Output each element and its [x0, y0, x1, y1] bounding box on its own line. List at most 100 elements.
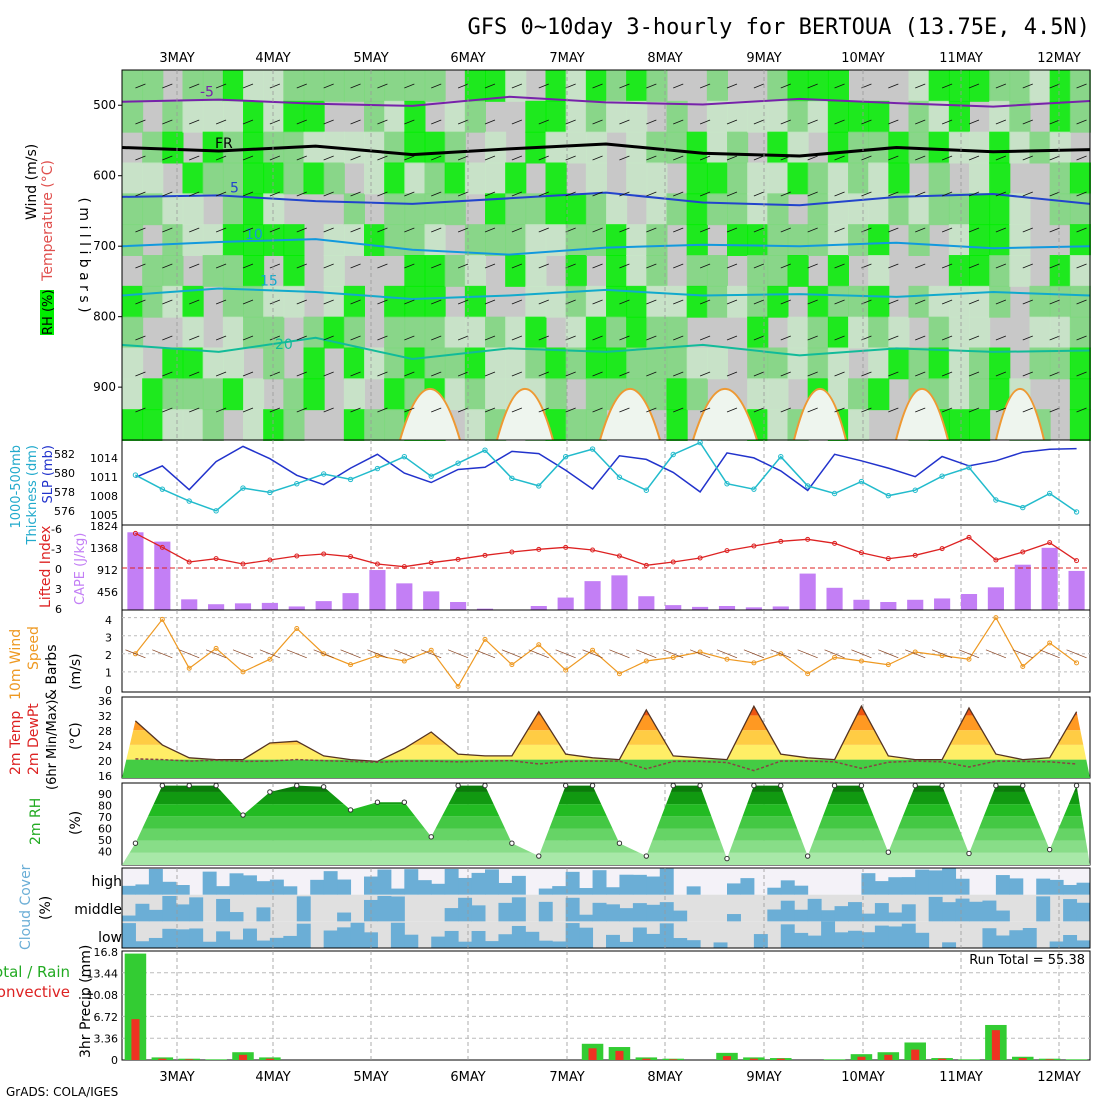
- cloud-bar: [808, 899, 822, 921]
- rh-cell: [263, 101, 284, 133]
- cape-bar: [208, 604, 224, 610]
- temp-band: [122, 697, 1090, 715]
- cloud-bar: [593, 903, 607, 921]
- rh-cell: [727, 163, 748, 195]
- rh-point: [698, 783, 702, 787]
- rh-cell: [1009, 255, 1030, 287]
- isotherm-label: 5: [230, 180, 239, 196]
- precip-conv-bar: [992, 1030, 1000, 1060]
- rh-cell: [223, 193, 244, 225]
- rh-cell: [203, 378, 224, 410]
- cape-tick: 456: [97, 586, 118, 599]
- rh-cell: [203, 224, 224, 256]
- precip-run-total: Run Total = 55.38: [969, 953, 1085, 968]
- rh-cell: [546, 286, 567, 318]
- precip-conv-bar: [1019, 1058, 1027, 1060]
- cloud-bar: [458, 878, 472, 895]
- temp-band: [122, 730, 1090, 745]
- thickness-tick: 576: [54, 505, 75, 518]
- cape-bar: [316, 601, 332, 610]
- rh-cell: [667, 409, 688, 441]
- cloud-bar: [915, 933, 929, 948]
- rh-cell: [404, 163, 425, 195]
- rh-cell: [586, 224, 607, 256]
- slp-thickness-panel: 5825805785761014101110081005: [54, 440, 1090, 525]
- upper-air-panel: -5FR5101520500600700800900: [40, 70, 1091, 441]
- rh-cell: [646, 378, 667, 410]
- rh-cell: [505, 317, 526, 349]
- rh-cell: [1070, 286, 1091, 318]
- rh-point: [994, 783, 998, 787]
- rh-cell: [808, 70, 829, 102]
- rh-point: [725, 856, 729, 860]
- rh-cell: [183, 409, 204, 441]
- cape-bar: [289, 606, 305, 610]
- rh-cell: [808, 163, 829, 195]
- cape-bar: [1068, 571, 1084, 610]
- precip-conv-bar: [1046, 1059, 1054, 1060]
- rh-cell: [747, 255, 768, 287]
- rh-cell: [243, 317, 264, 349]
- rh-cell: [122, 317, 143, 349]
- cloud-bar: [593, 870, 607, 894]
- rh-cell: [969, 286, 990, 318]
- rh-cell: [929, 317, 950, 349]
- cloud-bar: [1077, 883, 1091, 895]
- rh-cell: [667, 101, 688, 133]
- cloud-bar: [633, 875, 647, 895]
- rh-cell: [384, 348, 405, 380]
- cloud-bar: [942, 942, 956, 948]
- cloud-bar: [929, 870, 943, 894]
- rh-cell: [788, 224, 809, 256]
- rh-point: [537, 854, 541, 858]
- cloud-bar: [391, 896, 405, 921]
- rh-cell: [122, 101, 143, 133]
- isotherm-label: -5: [200, 85, 214, 101]
- footer-credit: GrADS: COLA/IGES: [6, 1085, 118, 1099]
- cloud-bar: [135, 884, 149, 894]
- cloud-bar: [1077, 940, 1091, 948]
- rh-cell: [767, 409, 788, 441]
- rh-cell: [566, 70, 587, 102]
- rh-cell: [364, 132, 385, 164]
- rh-band: [122, 853, 1090, 865]
- cloud-bar: [243, 929, 257, 948]
- cloud-bar: [485, 941, 499, 948]
- cloud-bar: [619, 942, 633, 948]
- rh-point: [321, 785, 325, 789]
- rh-cell: [1070, 193, 1091, 225]
- wind-barb: [932, 650, 952, 658]
- isotherm-label: 15: [260, 273, 278, 289]
- rh-cell: [767, 255, 788, 287]
- rh-cell: [223, 101, 244, 133]
- wind-frame: [122, 610, 1090, 692]
- cape-bar: [423, 591, 439, 610]
- thickness-tick: 582: [54, 448, 75, 461]
- rh-cell: [445, 317, 466, 349]
- thickness-tick: 580: [54, 467, 75, 480]
- wind-label-3: & Barbs: [44, 645, 60, 701]
- rh-cell: [283, 163, 304, 195]
- rh-cell: [747, 193, 768, 225]
- cloud-bar: [902, 924, 916, 948]
- rh-cell: [767, 163, 788, 195]
- rh-cell: [223, 255, 244, 287]
- cloud-bar: [189, 928, 203, 948]
- cloud-bar: [135, 941, 149, 948]
- cloud-bar: [996, 875, 1010, 895]
- precip-total-bar: [824, 1059, 846, 1060]
- day-label-bottom: 3MAY: [159, 1070, 194, 1085]
- precip-conv-bar: [911, 1050, 919, 1060]
- cloud-layer-label: low: [98, 930, 122, 946]
- upper-air-wind-label: Wind (m/s): [24, 144, 40, 220]
- wind-tick: 2: [105, 649, 112, 662]
- rh-cell: [122, 224, 143, 256]
- cloud-bar: [297, 924, 311, 948]
- cloud-bar: [727, 883, 741, 894]
- rh-point: [617, 841, 621, 845]
- rh-cell: [1030, 317, 1051, 349]
- temp-label-1: 2m Temp: [8, 711, 24, 775]
- rh-cell: [142, 163, 163, 195]
- rh-cell: [122, 409, 143, 441]
- rh-cell: [687, 132, 708, 164]
